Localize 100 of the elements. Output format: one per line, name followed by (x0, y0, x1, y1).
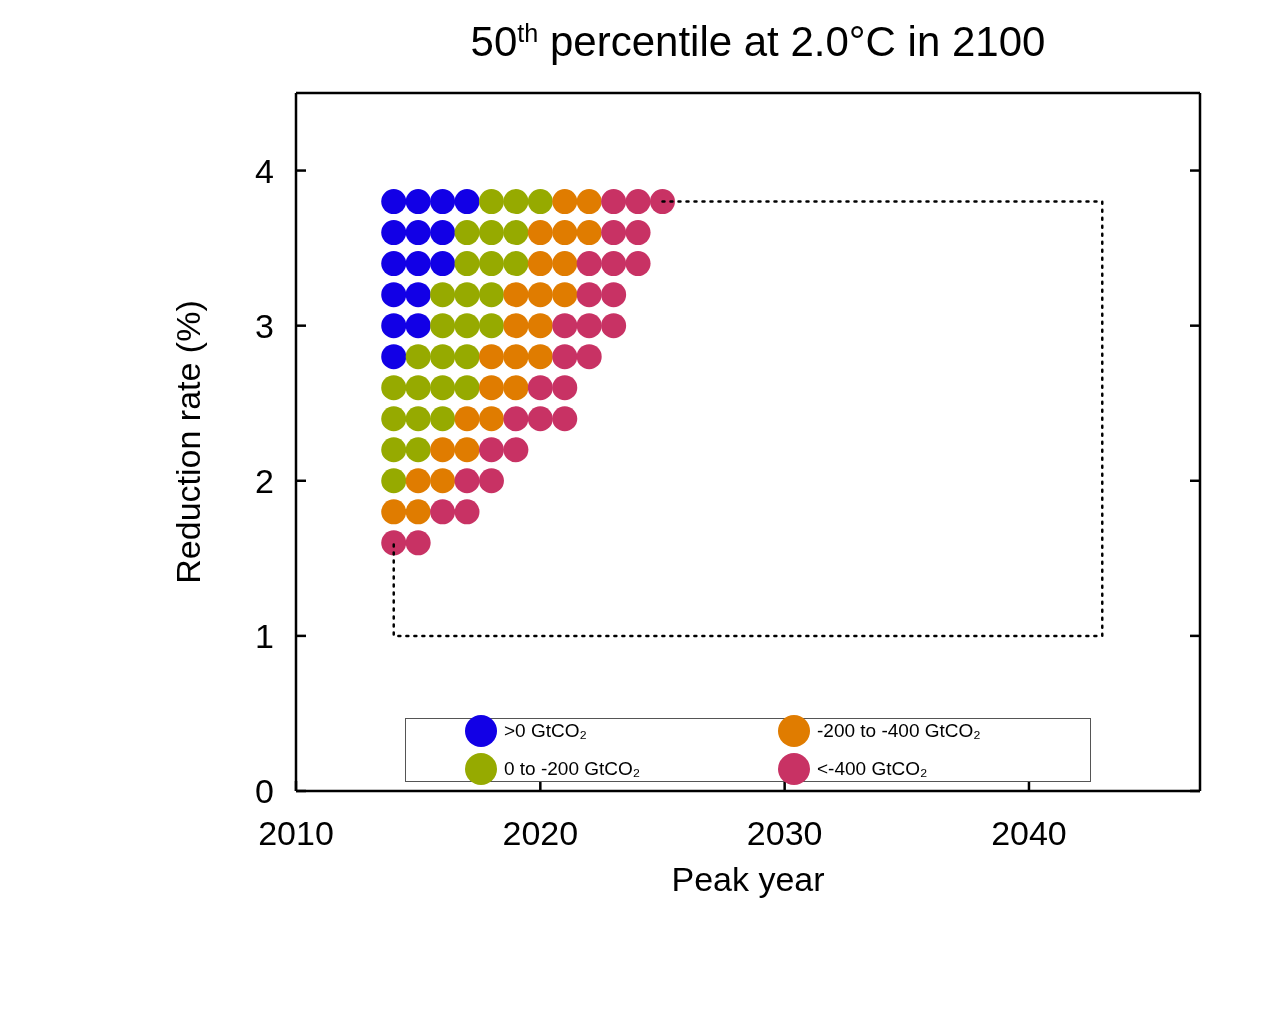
point (381, 406, 407, 432)
point (503, 406, 529, 432)
legend-label: <-400 GtCO₂ (817, 758, 928, 780)
point (405, 375, 431, 401)
point (478, 468, 504, 494)
point (381, 499, 407, 525)
point (405, 437, 431, 463)
point (503, 220, 529, 246)
point (430, 251, 456, 277)
point (381, 530, 407, 556)
point (552, 406, 578, 432)
point (381, 375, 407, 401)
point (405, 251, 431, 277)
point (381, 344, 407, 370)
point (552, 375, 578, 401)
point (601, 251, 627, 277)
point (405, 499, 431, 525)
point (552, 282, 578, 308)
point (430, 468, 456, 494)
point (405, 406, 431, 432)
point (527, 220, 553, 246)
point (454, 375, 480, 401)
point (576, 251, 602, 277)
point (478, 375, 504, 401)
point (601, 313, 627, 339)
point (503, 189, 529, 215)
point (576, 282, 602, 308)
point (503, 344, 529, 370)
point (576, 313, 602, 339)
point (381, 437, 407, 463)
point (381, 468, 407, 494)
point (552, 251, 578, 277)
x-tick-label: 2030 (746, 814, 823, 853)
point (454, 282, 480, 308)
point (601, 220, 627, 246)
point (454, 220, 480, 246)
point (625, 251, 651, 277)
point (430, 375, 456, 401)
point (405, 344, 431, 370)
point (478, 406, 504, 432)
point (478, 220, 504, 246)
point (454, 499, 480, 525)
point (430, 313, 456, 339)
point (430, 406, 456, 432)
point (503, 437, 529, 463)
x-tick-label: 2020 (502, 814, 579, 853)
y-tick-label: 0 (255, 772, 274, 811)
point (430, 189, 456, 215)
point (405, 468, 431, 494)
point (454, 189, 480, 215)
y-tick-label: 2 (255, 461, 274, 500)
point (454, 251, 480, 277)
point (454, 313, 480, 339)
point (601, 189, 627, 215)
y-tick-label: 1 (255, 616, 274, 655)
point (625, 220, 651, 246)
point (381, 313, 407, 339)
legend-label: 0 to -200 GtCO₂ (504, 758, 641, 780)
point (381, 189, 407, 215)
point (381, 282, 407, 308)
legend-label: >0 GtCO₂ (504, 720, 587, 742)
point (552, 189, 578, 215)
x-tick-label: 2010 (258, 814, 334, 853)
point (454, 344, 480, 370)
point (601, 282, 627, 308)
point (527, 375, 553, 401)
point (527, 251, 553, 277)
x-axis-title: Peak year (671, 860, 825, 898)
x-tick-label: 2040 (991, 814, 1067, 853)
point (430, 499, 456, 525)
point (430, 220, 456, 246)
point (503, 251, 529, 277)
point (478, 282, 504, 308)
point (478, 251, 504, 277)
chart-title: 50$^{th}$ percentile at 2.0°C in 2100 (470, 18, 1046, 65)
point (552, 344, 578, 370)
point (478, 313, 504, 339)
y-axis-title: Reduction rate (%) (169, 300, 208, 584)
point (478, 344, 504, 370)
point (430, 344, 456, 370)
point (405, 313, 431, 339)
point (405, 282, 431, 308)
point (527, 406, 553, 432)
y-tick-label: 3 (255, 306, 274, 345)
point (405, 530, 431, 556)
point (430, 282, 456, 308)
point (430, 437, 456, 463)
point (405, 189, 431, 215)
point (552, 220, 578, 246)
point (454, 406, 480, 432)
point (454, 468, 480, 494)
point (405, 220, 431, 246)
point (576, 189, 602, 215)
point (527, 189, 553, 215)
point (527, 282, 553, 308)
point (503, 282, 529, 308)
y-tick-label: 4 (255, 151, 274, 190)
point (381, 220, 407, 246)
point (503, 375, 529, 401)
point (478, 437, 504, 463)
